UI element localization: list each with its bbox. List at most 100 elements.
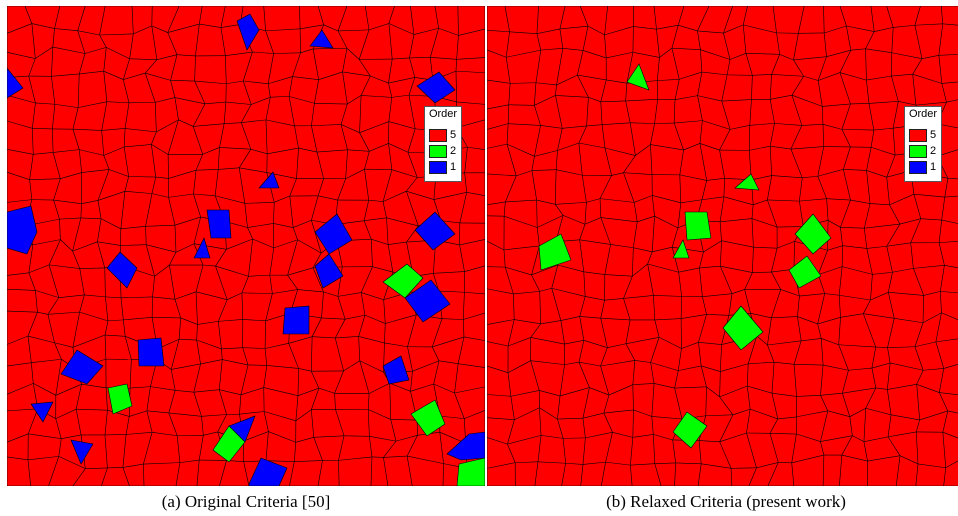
mesh-edge [582,26,589,51]
mesh-edge [530,360,565,365]
mesh-edge [914,346,924,371]
mesh-edge [938,368,945,393]
mesh-edge [359,360,384,373]
mesh-edge [7,120,33,129]
mesh-edge [487,417,515,421]
mesh-edge [409,34,415,59]
mesh-edge [293,219,312,228]
order-2-cell [722,305,764,351]
mesh-edge [767,340,802,346]
mesh-edge [152,296,175,300]
mesh-edge [152,276,155,297]
mesh-edge [240,122,252,150]
mesh-edge [32,102,36,129]
mesh-edge [55,359,62,396]
mesh-edge [194,55,196,82]
mesh-edge [438,360,459,364]
mesh-edge [623,172,653,175]
mesh-edge [122,463,144,468]
mesh-edge [503,245,540,251]
mesh-edge [243,461,250,486]
mesh-edge [946,99,958,103]
legend-label: 2 [450,145,457,157]
mesh-edge [294,460,323,462]
mesh-edge [539,390,561,397]
mesh-edge [317,178,324,196]
mesh-edge [311,103,315,126]
mesh-edge [442,463,444,486]
mesh-edge [124,144,152,148]
mesh-edge [123,146,129,177]
mesh-edge [29,178,61,180]
mesh-edge [120,244,147,246]
mesh-edge [864,228,868,249]
mesh-edge [922,312,942,323]
mesh-edge [841,129,851,148]
mesh-edge [311,125,318,153]
mesh-edge [243,80,269,85]
mesh-edge [297,368,299,396]
mesh-edge [345,149,348,179]
mesh-edge [338,29,370,32]
mesh-edge [7,199,32,203]
mesh-edge [174,225,177,253]
mesh-edge [318,195,338,201]
mesh-edge [671,47,701,51]
mesh-edge [312,252,322,268]
mesh-edge [557,417,583,420]
mesh-edge [817,323,822,339]
mesh-edge [487,143,508,149]
mesh-edge [633,409,652,417]
mesh-edge [942,432,947,468]
mesh-edge [940,291,958,294]
mesh-edge [915,463,919,486]
order-legend: Order 5 2 1 [424,106,462,182]
mesh-edge [797,295,800,317]
mesh-edge [842,387,876,394]
legend-swatch [909,161,927,174]
mesh-edge [720,344,722,372]
mesh-edge [406,177,418,192]
mesh-edge [589,387,610,396]
mesh-edge [894,318,924,324]
legend-entry-order-2: 2 [429,145,459,158]
mesh-edge [287,267,314,276]
mesh-edge [557,142,579,151]
mesh-edge [193,392,202,417]
mesh-edge [122,58,130,80]
mesh-edge [252,238,274,249]
mesh-edge [31,362,34,384]
mesh-edge [439,432,444,464]
mesh-edge [579,296,586,317]
legend-entry-order-2: 2 [909,145,939,158]
mesh-edge [360,292,366,316]
mesh-edge [842,370,849,394]
mesh-edge [577,74,589,98]
mesh-edge [888,272,893,293]
mesh-edge [817,80,823,107]
mesh-edge [72,129,80,150]
order-2-cell [382,263,424,299]
mesh-edge [699,440,720,443]
mesh-edge [539,407,558,420]
legend-entry-order-5: 5 [909,129,939,142]
mesh-edge [128,176,156,178]
mesh-edge [531,169,557,171]
mesh-edge [388,121,416,130]
mesh-edge [647,251,653,265]
mesh-edge [912,73,942,84]
mesh-edge [81,169,110,173]
mesh-edge [107,467,123,469]
mesh-edge [796,394,821,397]
mesh-edge [382,201,387,218]
mesh-edge [220,27,226,56]
order-1-cell [309,29,334,49]
mesh-edge [337,30,348,49]
mesh-edge [227,292,243,300]
mesh-edge [600,100,626,103]
mesh-edge [364,217,387,221]
mesh-edge [99,33,134,36]
mesh-edge [752,247,754,273]
mesh-edge [865,387,877,409]
mesh-edge [530,337,565,345]
